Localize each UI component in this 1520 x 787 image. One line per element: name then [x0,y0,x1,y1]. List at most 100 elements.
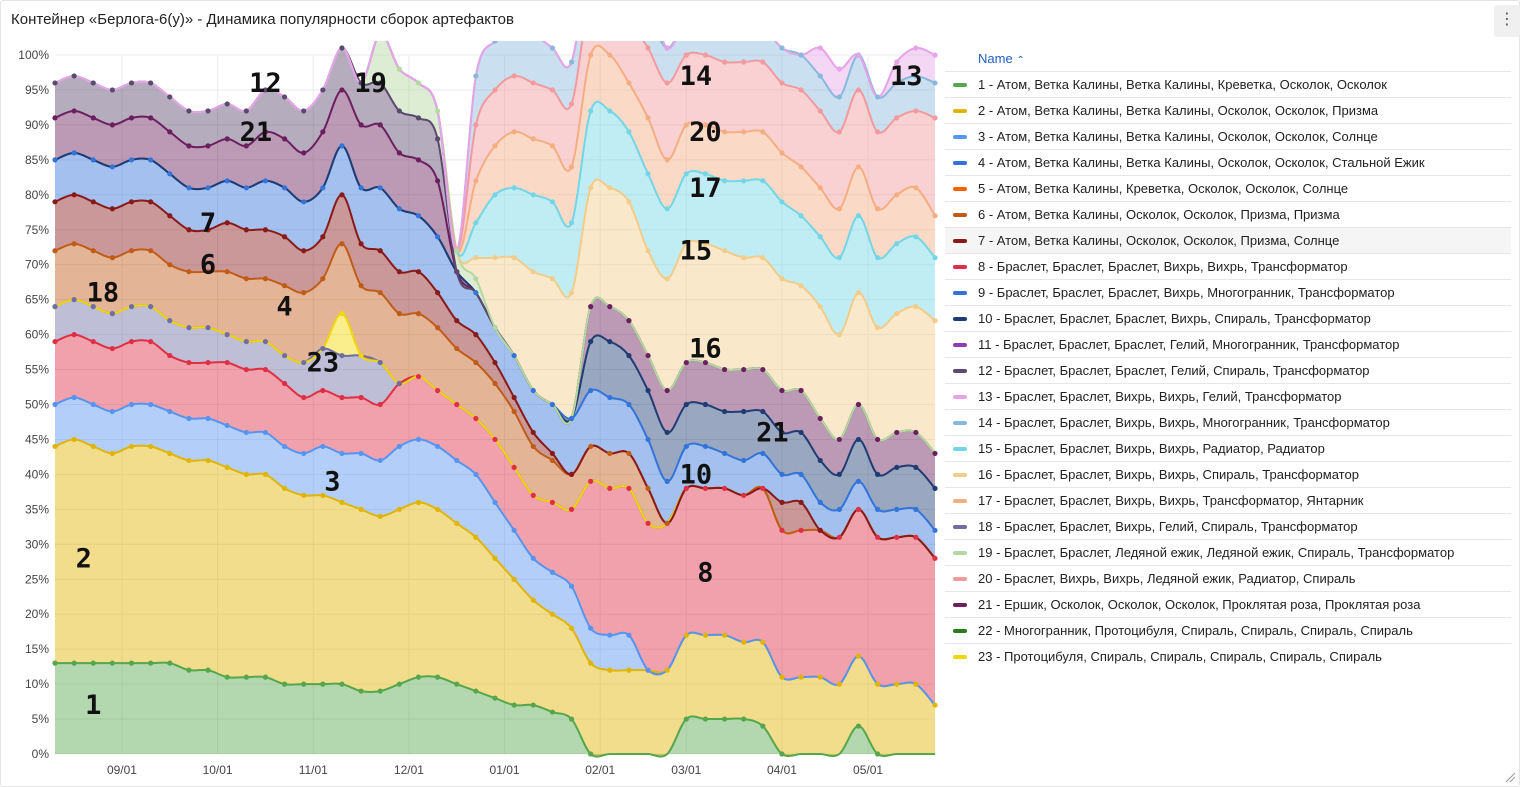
point-series-17 [492,143,498,149]
legend-item[interactable]: 19 - Браслет, Браслет, Ледяной ежик, Лед… [945,539,1511,565]
point-series-6 [607,450,613,457]
point-series-7 [415,269,422,275]
legend-item[interactable]: 22 - Многогранник, Протоцибуля, Спираль,… [945,617,1511,643]
point-series-21 [836,436,842,443]
legend-item[interactable]: 23 - Протоцибуля, Спираль, Спираль, Спир… [945,643,1511,669]
resize-handle-icon[interactable] [1505,772,1515,782]
point-series-8 [932,555,938,561]
legend-item[interactable]: 16 - Браслет, Браслет, Вихрь, Вихрь, Спи… [945,461,1511,487]
legend-item[interactable]: 5 - Атом, Ветка Калины, Креветка, Осколо… [945,175,1511,201]
point-series-18 [224,332,230,338]
point-series-6 [52,248,58,254]
point-series-16 [664,276,670,282]
legend-item[interactable]: 8 - Браслет, Браслет, Браслет, Вихрь, Ви… [945,253,1511,279]
point-series-3 [281,443,288,450]
point-series-16 [721,248,728,254]
y-tick-label: 90% [25,118,49,132]
point-series-20 [875,129,881,135]
legend-item[interactable]: 4 - Атом, Ветка Калины, Ветка Калины, Ос… [945,149,1511,175]
legend-item[interactable]: 6 - Атом, Ветка Калины, Осколок, Осколок… [945,201,1511,227]
legend-item[interactable]: 18 - Браслет, Браслет, Вихрь, Гелий, Спи… [945,513,1511,539]
point-series-7 [320,234,326,240]
point-series-8 [224,359,230,366]
point-series-23 [358,352,364,359]
point-series-15 [760,178,766,184]
x-tick-label: 03/01 [671,763,701,777]
legend-item[interactable]: 17 - Браслет, Браслет, Вихрь, Вихрь, Тра… [945,487,1511,513]
legend-item[interactable]: 15 - Браслет, Браслет, Вихрь, Вихрь, Рад… [945,435,1511,461]
point-series-16 [798,283,804,289]
point-series-10 [664,429,670,436]
point-series-21 [167,129,173,135]
point-series-2 [894,681,900,687]
point-series-2 [301,492,307,498]
legend-item[interactable]: 11 - Браслет, Браслет, Браслет, Гелий, М… [945,331,1511,357]
point-series-21 [435,178,441,184]
point-series-1 [741,716,747,722]
point-series-8 [511,464,517,471]
point-series-2 [71,436,77,443]
legend-swatch [953,187,967,191]
point-series-8 [721,485,728,491]
area-series-17 [55,41,935,259]
point-series-12 [167,94,173,100]
point-series-16 [588,185,594,191]
point-series-18 [339,352,345,359]
legend-item[interactable]: 21 - Ершик, Осколок, Осколок, Осколок, П… [945,591,1511,617]
point-series-8 [607,485,613,491]
point-series-18 [109,311,115,317]
point-series-7 [90,199,96,205]
legend-swatch [953,291,967,295]
point-series-4 [320,185,326,191]
annotation-label: 21 [756,417,789,448]
point-series-21 [855,401,862,408]
point-series-1 [224,674,230,680]
point-series-1 [683,716,689,722]
legend-item[interactable]: 20 - Браслет, Вихрь, Вихрь, Ледяной ежик… [945,565,1511,591]
point-series-10 [836,471,842,477]
point-series-1 [875,751,881,757]
point-series-1 [71,660,77,666]
legend-item[interactable]: 14 - Браслет, Браслет, Вихрь, Вихрь, Мно… [945,409,1511,435]
legend-item[interactable]: 3 - Атом, Ветка Калины, Ветка Калины, Ос… [945,123,1511,149]
point-series-21 [224,136,230,142]
legend-item[interactable]: 12 - Браслет, Браслет, Браслет, Гелий, С… [945,357,1511,383]
legend-item[interactable]: 1 - Атом, Ветка Калины, Ветка Калины, Кр… [945,71,1511,97]
legend-sort-header[interactable]: Name ⌃ [945,47,1511,71]
point-series-21 [894,429,900,436]
point-series-1 [320,681,326,687]
point-series-8 [186,359,192,366]
legend-item[interactable]: 7 - Атом, Ветка Калины, Осколок, Осколок… [945,227,1511,253]
point-series-13 [932,52,938,58]
panel-menu-button[interactable]: ⋮ [1494,5,1520,37]
area-series-12 [55,47,935,454]
y-tick-label: 55% [25,363,49,377]
legend-item[interactable]: 13 - Браслет, Браслет, Вихрь, Вихрь, Гел… [945,383,1511,409]
point-series-16 [530,269,536,275]
point-series-1 [396,681,402,687]
point-series-2 [128,443,135,450]
point-series-21 [90,115,96,121]
legend-item[interactable]: 2 - Атом, Ветка Калины, Ветка Калины, Ос… [945,97,1511,123]
point-series-21 [281,136,288,142]
point-series-12 [71,73,77,79]
point-series-7 [148,199,154,205]
legend-label: 9 - Браслет, Браслет, Браслет, Вихрь, Мн… [978,285,1395,300]
point-series-20 [702,52,709,58]
point-series-8 [875,534,881,540]
point-series-4 [817,499,823,505]
legend-item[interactable]: 10 - Браслет, Браслет, Браслет, Вихрь, С… [945,305,1511,331]
point-series-2 [855,653,862,659]
y-tick-label: 25% [25,572,49,586]
point-series-2 [588,660,594,666]
point-series-18 [320,345,326,352]
area-series-14 [55,41,935,251]
point-series-4 [549,401,555,408]
point-series-4 [71,150,77,156]
stacked-area-chart[interactable]: 0% 5% 10% 15% 20% 25% 30% 35% 40% 45% 50% 55% 60% 65%… [1,41,945,786]
point-series-3 [71,394,77,401]
legend-item[interactable]: 9 - Браслет, Браслет, Браслет, Вихрь, Мн… [945,279,1511,305]
legend-label: 6 - Атом, Ветка Калины, Осколок, Осколок… [978,207,1340,222]
point-series-16 [568,290,575,296]
